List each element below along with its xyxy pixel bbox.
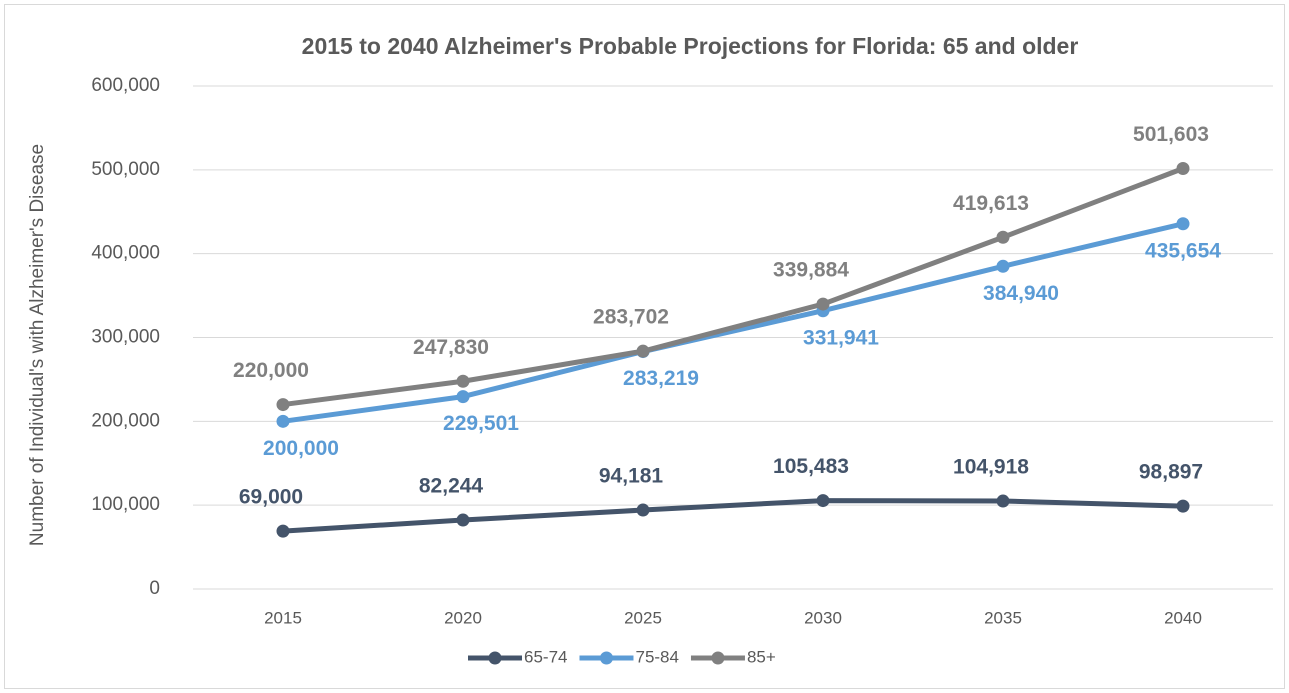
data-point [996,230,1010,244]
data-label: 247,830 [413,336,489,359]
data-label: 105,483 [773,455,849,478]
y-tick-label: 300,000 [91,327,160,348]
x-tick-label: 2035 [984,608,1022,627]
data-point [816,297,830,311]
y-tick-label: 500,000 [91,159,160,180]
data-point [276,398,290,412]
data-point [276,414,290,428]
data-point [1176,499,1190,513]
data-point [636,344,650,358]
data-point [276,524,290,538]
data-label: 283,219 [623,367,699,390]
x-tick-label: 2015 [264,608,302,627]
legend-marker [599,651,613,665]
data-point [1176,161,1190,175]
legend-label: 65-74 [524,647,567,666]
y-tick-label: 600,000 [91,75,160,96]
data-label: 419,613 [953,192,1029,215]
data-label: 501,603 [1133,123,1209,146]
data-point [816,494,830,508]
y-tick-label: 0 [149,578,160,599]
legend-marker [711,651,725,665]
legend-label: 75-84 [635,647,678,666]
data-label: 94,181 [599,465,664,488]
series-line [282,166,1184,408]
x-tick-label: 2025 [624,608,662,627]
data-label: 331,941 [803,326,879,349]
data-label: 82,244 [419,475,484,498]
data-point [996,259,1010,273]
y-axis-label: Number of Individual's with Alzheimer's … [27,144,48,546]
data-point [1176,217,1190,231]
x-tick-label: 2040 [1164,608,1202,627]
data-point [636,503,650,517]
y-tick-label: 400,000 [91,243,160,264]
data-label: 220,000 [233,359,309,382]
data-label: 384,940 [983,282,1059,305]
data-label: 104,918 [953,456,1029,479]
data-point [456,513,470,527]
data-label: 69,000 [239,486,303,509]
data-label: 435,654 [1145,239,1221,262]
y-tick-label: 100,000 [91,494,160,515]
data-label: 229,501 [443,412,519,435]
data-label: 339,884 [773,259,849,282]
x-tick-label: 2020 [444,608,482,627]
legend-label: 85+ [747,647,776,666]
data-label: 98,897 [1139,461,1203,484]
x-tick-label: 2030 [804,608,842,627]
chart-title: 2015 to 2040 Alzheimer's Probable Projec… [302,33,1079,59]
data-point [456,390,470,404]
y-tick-label: 200,000 [91,410,160,431]
legend-marker [488,651,502,665]
data-point [456,374,470,388]
series-line [282,498,1184,534]
data-label: 283,702 [593,306,669,329]
data-label: 200,000 [263,437,339,460]
series-line [282,221,1184,424]
data-point [996,494,1010,508]
